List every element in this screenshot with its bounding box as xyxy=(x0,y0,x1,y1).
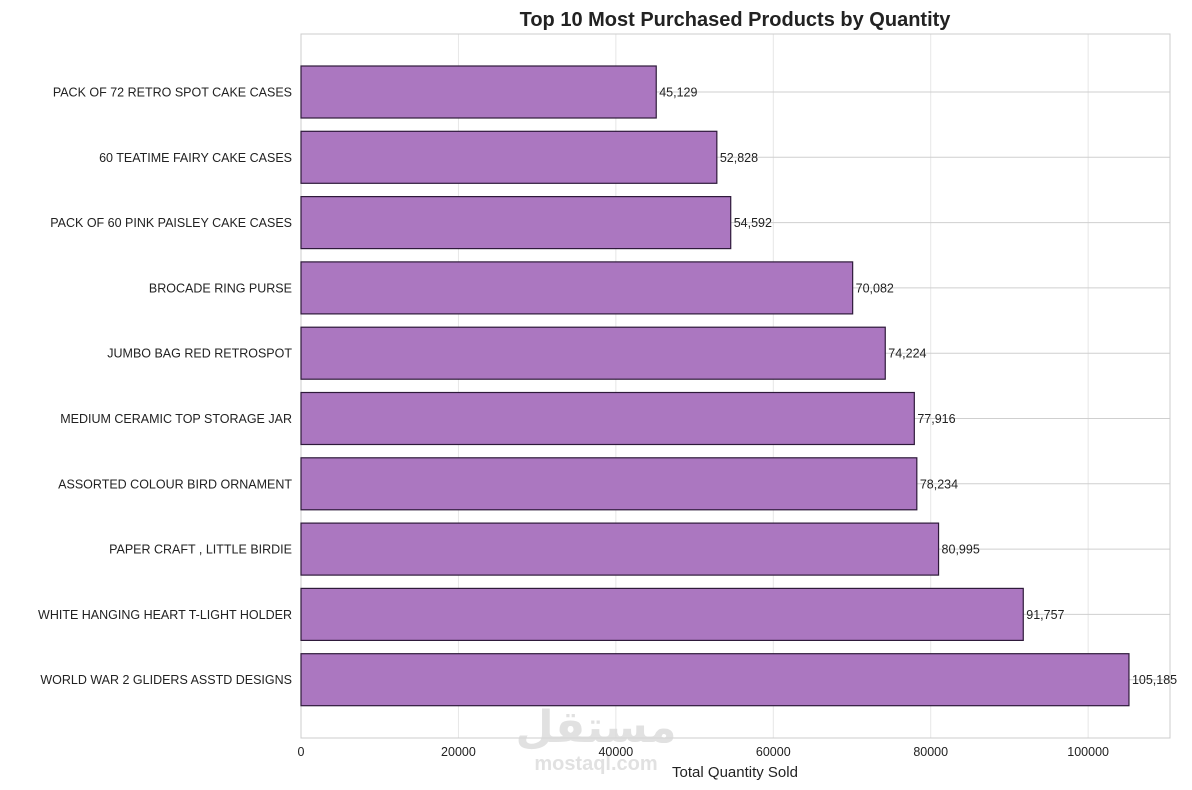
value-labels: 45,129 52,828 54,592 70,082 74,224 77,916 78,2… xyxy=(659,86,1177,688)
category-label: WORLD WAR 2 GLIDERS ASSTD DESIGNS xyxy=(40,673,292,687)
category-label: MEDIUM CERAMIC TOP STORAGE JAR xyxy=(60,412,292,426)
bar xyxy=(300,391,915,446)
watermark-latin: mostaql.com xyxy=(534,753,657,775)
value-label: 52,828 xyxy=(720,151,758,165)
bars xyxy=(300,65,1130,707)
bar xyxy=(300,587,1024,642)
bar xyxy=(300,196,732,250)
x-tick-label: 60000 xyxy=(756,745,791,759)
chart-title: Top 10 Most Purchased Products by Quanti… xyxy=(520,9,952,31)
x-tick-label: 40000 xyxy=(598,745,633,759)
category-label: JUMBO BAG RED RETROSPOT xyxy=(107,347,292,361)
bar xyxy=(300,457,918,511)
value-label: 74,224 xyxy=(888,347,926,361)
value-label: 45,129 xyxy=(659,86,697,100)
x-tick-label: 20000 xyxy=(441,745,476,759)
bar xyxy=(300,326,886,380)
x-axis-label: Total Quantity Sold xyxy=(672,764,798,781)
bar xyxy=(300,65,657,119)
category-label: PAPER CRAFT , LITTLE BIRDIE xyxy=(109,543,292,557)
watermark: مستقل mostaql.com xyxy=(516,702,677,775)
value-label: 78,234 xyxy=(920,477,958,491)
bar xyxy=(300,261,854,315)
category-label: PACK OF 72 RETRO SPOT CAKE CASES xyxy=(53,86,292,100)
value-label: 105,185 xyxy=(1132,673,1177,687)
x-tick-label: 100000 xyxy=(1067,745,1109,759)
bar xyxy=(300,130,718,184)
category-label: BROCADE RING PURSE xyxy=(149,281,292,295)
value-label: 77,916 xyxy=(917,412,955,426)
category-label: PACK OF 60 PINK PAISLEY CAKE CASES xyxy=(50,216,292,230)
category-label: 60 TEATIME FAIRY CAKE CASES xyxy=(99,151,292,165)
bar xyxy=(300,653,1130,707)
value-label: 80,995 xyxy=(942,543,980,557)
plot-frame xyxy=(300,33,1171,739)
x-tick-label: 0 xyxy=(298,745,305,759)
value-label: 91,757 xyxy=(1026,608,1064,622)
x-tick-labels: 0 20000 40000 60000 80000 100000 xyxy=(298,745,1110,759)
value-label: 70,082 xyxy=(856,281,894,295)
bar xyxy=(300,522,940,576)
category-label: WHITE HANGING HEART T-LIGHT HOLDER xyxy=(38,608,292,622)
value-label: 54,592 xyxy=(734,216,772,230)
watermark-arabic: مستقل xyxy=(516,702,677,753)
category-labels: PACK OF 72 RETRO SPOT CAKE CASES 60 TEATI… xyxy=(38,86,292,688)
x-tick-label: 80000 xyxy=(913,745,948,759)
category-label: ASSORTED COLOUR BIRD ORNAMENT xyxy=(58,477,292,491)
